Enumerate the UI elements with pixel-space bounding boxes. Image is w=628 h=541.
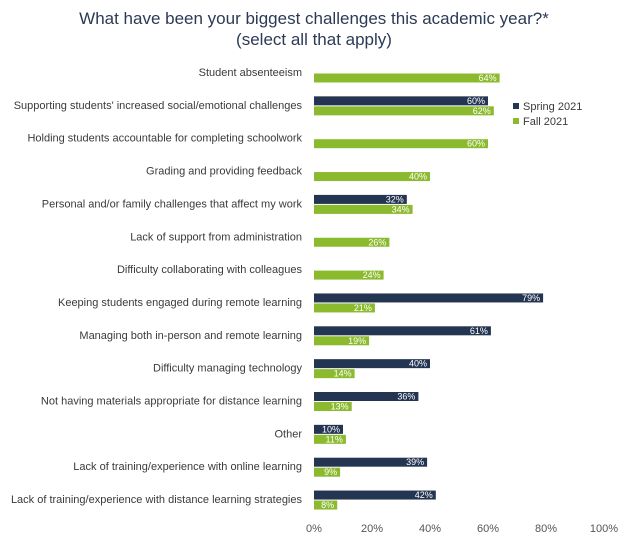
category-labels: Student absenteeism Supporting students' … — [11, 67, 303, 506]
data-label: 14% — [334, 369, 352, 379]
data-label: 64% — [479, 73, 497, 83]
legend-label: Spring 2021 — [523, 101, 582, 113]
bar-fall-2021 — [314, 106, 494, 116]
bar-spring-2021 — [314, 457, 428, 467]
bar-spring-2021 — [314, 392, 419, 401]
data-label: 11% — [326, 434, 343, 444]
data-label: 9% — [324, 467, 337, 477]
category-label: Holding students accountable for complet… — [27, 133, 302, 145]
category-label: Difficulty collaborating with colleagues — [117, 264, 303, 276]
data-label: 42% — [415, 490, 433, 500]
bar-spring-2021 — [314, 424, 343, 434]
bar-fall-2021 — [314, 500, 338, 510]
bar-fall-2021 — [314, 303, 375, 313]
bar-fall-2021 — [314, 402, 352, 411]
chart-title-line: What have been your biggest challenges t… — [79, 9, 549, 28]
bar-spring-2021 — [314, 194, 407, 204]
category-label: Lack of training/experience with online … — [73, 461, 302, 473]
data-label: 32% — [386, 194, 404, 204]
legend-swatch — [513, 103, 519, 109]
bar-fall-2021 — [314, 467, 341, 477]
legend-swatch — [513, 118, 519, 124]
data-label: 24% — [363, 270, 381, 280]
category-label: Keeping students engaged during remote l… — [58, 297, 302, 309]
bar-fall-2021 — [314, 369, 355, 379]
category-label: Lack of training/experience with distanc… — [11, 494, 303, 506]
x-tick-label: 0% — [306, 523, 322, 535]
x-axis: 0% 20% 40% 60% 80% 100% — [306, 523, 618, 535]
bar-fall-2021 — [314, 73, 500, 83]
category-label: Grading and providing feedback — [146, 166, 302, 178]
category-label: Not having materials appropriate for dis… — [41, 396, 302, 408]
bars: 64%60%62%60%40%32%34%26%24%79%21%61%19%4… — [314, 73, 544, 510]
data-label: 13% — [331, 402, 349, 412]
category-label: Supporting students' increased social/em… — [14, 100, 303, 112]
x-tick-label: 60% — [477, 523, 499, 535]
category-label: Other — [274, 428, 302, 440]
bar-spring-2021 — [314, 326, 491, 336]
bar-spring-2021 — [314, 96, 488, 106]
x-tick-label: 80% — [535, 523, 557, 535]
data-label: 19% — [348, 336, 366, 346]
category-label: Managing both in-person and remote learn… — [79, 330, 302, 342]
data-label: 60% — [467, 96, 485, 106]
data-label: 36% — [397, 392, 415, 402]
category-label: Lack of support from administration — [130, 231, 302, 243]
bar-fall-2021 — [314, 336, 370, 346]
bar-spring-2021 — [314, 490, 436, 500]
legend: Spring 2021 Fall 2021 — [513, 101, 582, 128]
data-label: 40% — [409, 359, 427, 369]
category-label: Difficulty managing technology — [153, 363, 302, 375]
x-tick-label: 20% — [361, 523, 383, 535]
bar-fall-2021 — [314, 172, 430, 182]
data-label: 79% — [522, 293, 540, 303]
data-label: 8% — [321, 500, 334, 510]
data-label: 10% — [322, 424, 340, 434]
bar-fall-2021 — [314, 204, 413, 214]
chart-subtitle-line: (select all that apply) — [236, 30, 392, 49]
data-label: 60% — [467, 139, 485, 149]
data-label: 21% — [354, 303, 372, 313]
data-label: 26% — [368, 237, 386, 247]
bar-fall-2021 — [314, 139, 488, 149]
legend-label: Fall 2021 — [523, 116, 568, 128]
data-label: 39% — [406, 457, 424, 467]
bar-spring-2021 — [314, 293, 544, 303]
data-label: 61% — [470, 326, 488, 336]
category-label: Student absenteeism — [199, 67, 302, 79]
bar-fall-2021 — [314, 237, 390, 247]
bar-fall-2021 — [314, 270, 384, 280]
bar-spring-2021 — [314, 359, 430, 369]
bar-fall-2021 — [314, 434, 346, 444]
x-tick-label: 100% — [590, 523, 618, 535]
chart-title: What have been your biggest challenges t… — [0, 8, 628, 50]
category-label: Personal and/or family challenges that a… — [42, 198, 303, 210]
data-label: 40% — [409, 172, 427, 182]
x-tick-label: 40% — [419, 523, 441, 535]
data-label: 34% — [392, 204, 410, 214]
data-label: 62% — [473, 106, 491, 116]
